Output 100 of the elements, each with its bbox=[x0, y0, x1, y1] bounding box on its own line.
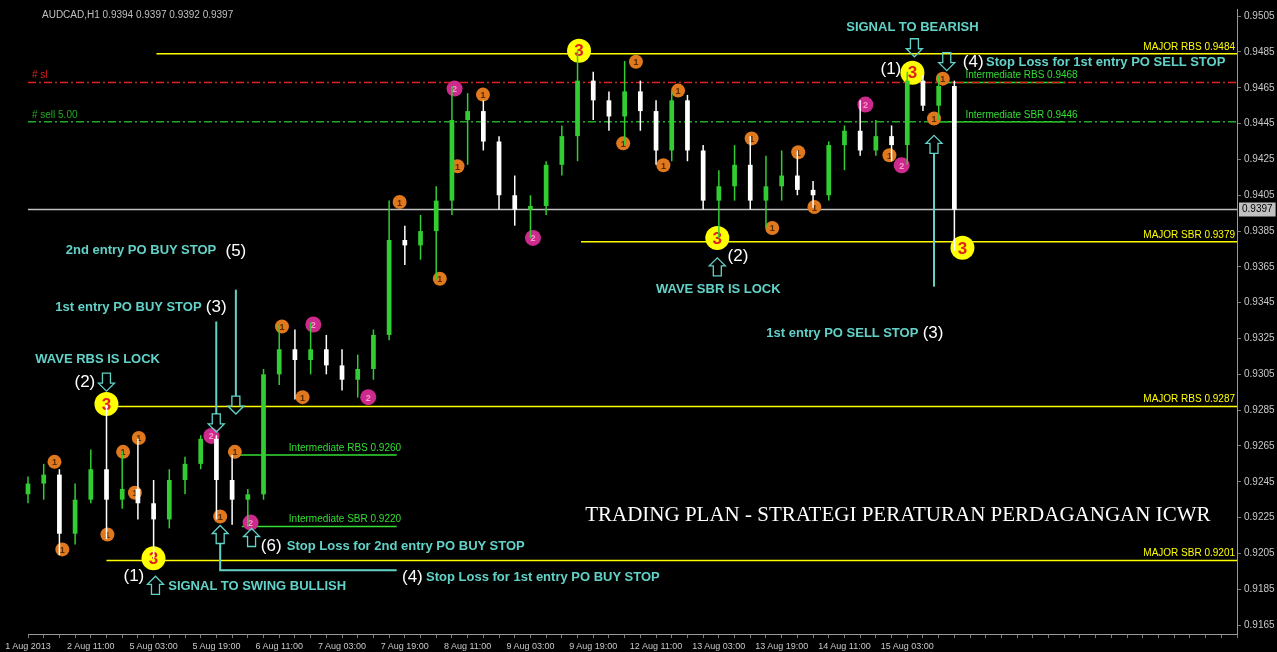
y-tick-label: 0.9345 bbox=[1244, 296, 1276, 308]
annotation: 1 bbox=[620, 138, 626, 149]
annotation: (6) bbox=[260, 536, 282, 556]
ref-line-label: 0.9397 bbox=[1242, 203, 1274, 215]
annotation: 1 bbox=[769, 223, 775, 234]
annotation: (4) bbox=[401, 566, 423, 586]
candlestick bbox=[465, 92, 470, 166]
x-tick-label: 2 Aug 11:00 bbox=[67, 640, 115, 651]
ref-line-label: # sell 5.00 bbox=[31, 108, 78, 120]
candlestick bbox=[528, 194, 533, 239]
x-tick-label: 5 Aug 19:00 bbox=[192, 640, 241, 651]
annotation: 2 bbox=[899, 160, 905, 171]
ref-line-label: MAJOR SBR 0.9379 bbox=[1143, 228, 1236, 240]
candlestick bbox=[779, 149, 785, 202]
y-tick-label: 0.9245 bbox=[1244, 475, 1276, 487]
annotation: 2 bbox=[365, 392, 371, 403]
candlestick bbox=[119, 450, 125, 510]
x-tick-label: 12 Aug 11:00 bbox=[629, 640, 683, 651]
candlestick bbox=[732, 144, 737, 202]
annotation: 3 bbox=[101, 394, 112, 414]
y-tick-label: 0.9425 bbox=[1244, 153, 1276, 165]
annotation: 2nd entry PO BUY STOP bbox=[65, 242, 217, 258]
annotation: 2 bbox=[862, 100, 868, 111]
annotation: 1 bbox=[120, 447, 126, 458]
candlestick bbox=[418, 214, 423, 261]
annotation: Stop Loss for 2nd entry PO BUY STOP bbox=[286, 538, 526, 553]
x-tick-label: 13 Aug 19:00 bbox=[755, 640, 809, 651]
annotation: Stop Loss for 1st entry PO BUY STOP bbox=[426, 568, 660, 584]
annotation: TRADING PLAN - STRATEGI PERATURAN PERDAGANGAN ICWR bbox=[585, 502, 1211, 527]
annotation: (5) bbox=[225, 240, 247, 260]
annotation: 2 bbox=[310, 319, 316, 330]
y-tick-label: 0.9285 bbox=[1244, 403, 1276, 415]
annotation: 1 bbox=[811, 202, 817, 213]
annotation: WAVE SBR IS LOCK bbox=[655, 281, 782, 297]
y-tick-label: 0.9405 bbox=[1244, 189, 1276, 200]
candlestick bbox=[355, 353, 361, 399]
ref-line-label: MAJOR RBS 0.9287 bbox=[1143, 393, 1236, 405]
y-tick-label: 0.9225 bbox=[1244, 511, 1276, 523]
x-tick-label: 6 Aug 11:00 bbox=[255, 640, 303, 651]
ref-line-label: MAJOR SBR 0.9201 bbox=[1143, 547, 1236, 559]
annotation: 2 bbox=[248, 518, 254, 529]
y-tick-label: 0.9305 bbox=[1244, 368, 1276, 380]
annotation: 1 bbox=[217, 512, 223, 523]
annotation: 1 bbox=[931, 113, 937, 124]
x-tick-label: 13 Aug 03:00 bbox=[692, 640, 746, 651]
candlestick bbox=[842, 124, 847, 171]
candlestick bbox=[590, 70, 596, 121]
annotation: 3 bbox=[957, 238, 968, 258]
y-tick-label: 0.9445 bbox=[1244, 117, 1276, 129]
candlestick bbox=[245, 488, 251, 528]
annotation: 1 bbox=[940, 74, 946, 85]
annotation: 2 bbox=[452, 84, 458, 95]
y-tick-label: 0.9185 bbox=[1244, 582, 1276, 594]
y-tick-label: 0.9325 bbox=[1244, 332, 1276, 344]
candlestick bbox=[308, 321, 313, 376]
annotation: 1 bbox=[397, 197, 403, 208]
annotation: 1st entry PO BUY STOP bbox=[55, 299, 202, 315]
annotation: 1st entry PO SELL STOP bbox=[766, 325, 919, 341]
annotation: (1) bbox=[123, 565, 145, 585]
candlestick bbox=[402, 224, 408, 266]
candlestick bbox=[889, 124, 894, 162]
annotation: (2) bbox=[74, 371, 96, 391]
ref-line-label: MAJOR RBS 0.9484 bbox=[1143, 40, 1236, 52]
annotation: SIGNAL TO SWING BULLISH bbox=[168, 577, 347, 593]
annotation: (2) bbox=[727, 245, 749, 265]
annotation: 1 bbox=[232, 447, 238, 458]
candlestick bbox=[339, 348, 345, 392]
annotation: 1 bbox=[675, 86, 681, 97]
candlestick bbox=[936, 74, 942, 121]
x-tick-label: 7 Aug 03:00 bbox=[318, 640, 367, 651]
annotation: WAVE RBS IS LOCK bbox=[35, 350, 161, 366]
annotation: 1 bbox=[59, 544, 65, 555]
ref-line-label: Intermediate SBR 0.9446 bbox=[965, 108, 1079, 120]
annotation: (3) bbox=[922, 323, 944, 343]
annotation: 2 bbox=[530, 233, 536, 244]
candlestick bbox=[41, 463, 47, 501]
ref-line-label: Intermediate SBR 0.9220 bbox=[288, 513, 402, 525]
ref-line-label: Intermediate RBS 0.9468 bbox=[965, 69, 1079, 81]
candlestick bbox=[857, 99, 863, 157]
x-tick-label: 5 Aug 03:00 bbox=[129, 640, 178, 651]
annotation: 1 bbox=[454, 161, 460, 172]
annotation: 1 bbox=[437, 274, 443, 285]
y-tick-label: 0.9365 bbox=[1244, 260, 1276, 272]
annotation: (3) bbox=[205, 297, 227, 317]
x-tick-label: 9 Aug 03:00 bbox=[506, 640, 555, 651]
candlestick bbox=[763, 155, 769, 229]
annotation: 1 bbox=[660, 160, 666, 171]
annotation: 1 bbox=[480, 90, 486, 101]
annotation: 3 bbox=[907, 63, 918, 83]
y-tick-label: 0.9205 bbox=[1244, 547, 1276, 559]
annotation: (1) bbox=[880, 59, 902, 79]
candlestick bbox=[638, 79, 643, 132]
annotation: 1 bbox=[51, 457, 57, 468]
annotation: 3 bbox=[712, 228, 723, 248]
y-tick-label: 0.9465 bbox=[1244, 81, 1276, 93]
candlestick bbox=[512, 174, 518, 227]
x-tick-label: 14 Aug 11:00 bbox=[818, 640, 871, 651]
ref-line-label: Intermediate RBS 0.9260 bbox=[288, 441, 402, 453]
y-tick-label: 0.9165 bbox=[1244, 618, 1276, 630]
annotation: 1 bbox=[136, 433, 142, 444]
